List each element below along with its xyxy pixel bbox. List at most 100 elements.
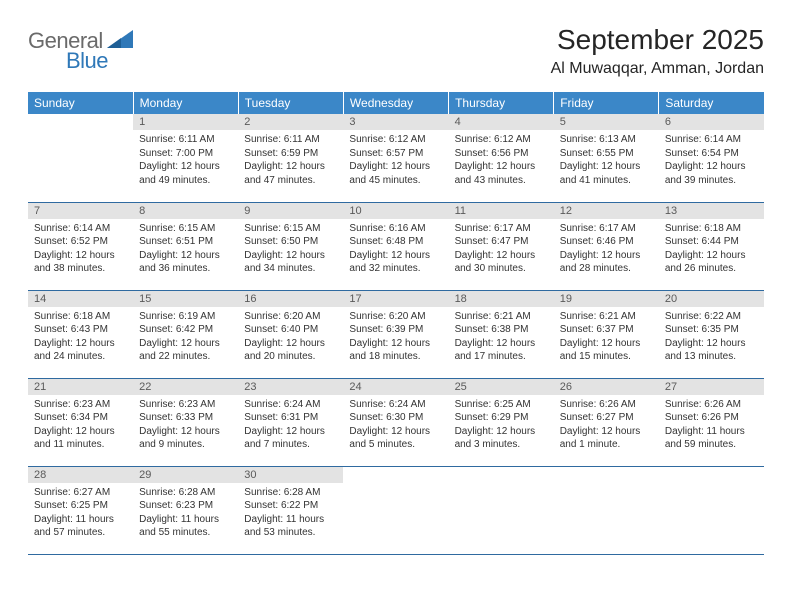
calendar-day-cell: 14Sunrise: 6:18 AMSunset: 6:43 PMDayligh…: [28, 290, 133, 378]
day-content: Sunrise: 6:26 AMSunset: 6:26 PMDaylight:…: [659, 395, 764, 456]
weekday-header: Thursday: [449, 92, 554, 114]
day-content: Sunrise: 6:15 AMSunset: 6:51 PMDaylight:…: [133, 219, 238, 280]
calendar-day-cell: 12Sunrise: 6:17 AMSunset: 6:46 PMDayligh…: [554, 202, 659, 290]
day-number: 7: [28, 203, 133, 219]
weekday-header: Wednesday: [343, 92, 448, 114]
day-number: 11: [449, 203, 554, 219]
calendar-day-cell: ..: [28, 114, 133, 202]
calendar-page: General Blue September 2025 Al Muwaqqar,…: [0, 0, 792, 579]
calendar-day-cell: 6Sunrise: 6:14 AMSunset: 6:54 PMDaylight…: [659, 114, 764, 202]
calendar-day-cell: 25Sunrise: 6:25 AMSunset: 6:29 PMDayligh…: [449, 378, 554, 466]
calendar-table: SundayMondayTuesdayWednesdayThursdayFrid…: [28, 92, 764, 555]
calendar-day-cell: ..: [449, 466, 554, 554]
calendar-day-cell: 19Sunrise: 6:21 AMSunset: 6:37 PMDayligh…: [554, 290, 659, 378]
calendar-day-cell: 7Sunrise: 6:14 AMSunset: 6:52 PMDaylight…: [28, 202, 133, 290]
calendar-day-cell: ..: [554, 466, 659, 554]
calendar-day-cell: 24Sunrise: 6:24 AMSunset: 6:30 PMDayligh…: [343, 378, 448, 466]
calendar-day-cell: 26Sunrise: 6:26 AMSunset: 6:27 PMDayligh…: [554, 378, 659, 466]
weekday-header: Saturday: [659, 92, 764, 114]
day-number: 17: [343, 291, 448, 307]
day-content: Sunrise: 6:27 AMSunset: 6:25 PMDaylight:…: [28, 483, 133, 544]
day-number: 20: [659, 291, 764, 307]
day-content: Sunrise: 6:11 AMSunset: 6:59 PMDaylight:…: [238, 130, 343, 191]
calendar-day-cell: 15Sunrise: 6:19 AMSunset: 6:42 PMDayligh…: [133, 290, 238, 378]
day-number: 18: [449, 291, 554, 307]
calendar-week-row: 28Sunrise: 6:27 AMSunset: 6:25 PMDayligh…: [28, 466, 764, 554]
calendar-day-cell: 4Sunrise: 6:12 AMSunset: 6:56 PMDaylight…: [449, 114, 554, 202]
calendar-day-cell: ..: [343, 466, 448, 554]
day-content: Sunrise: 6:13 AMSunset: 6:55 PMDaylight:…: [554, 130, 659, 191]
day-number: 24: [343, 379, 448, 395]
month-title: September 2025: [551, 24, 764, 56]
day-content: Sunrise: 6:14 AMSunset: 6:54 PMDaylight:…: [659, 130, 764, 191]
day-number: 9: [238, 203, 343, 219]
day-content: Sunrise: 6:26 AMSunset: 6:27 PMDaylight:…: [554, 395, 659, 456]
day-number: 1: [133, 114, 238, 130]
calendar-day-cell: 22Sunrise: 6:23 AMSunset: 6:33 PMDayligh…: [133, 378, 238, 466]
day-number: 29: [133, 467, 238, 483]
logo-triangle-icon: [107, 30, 133, 53]
header: General Blue September 2025 Al Muwaqqar,…: [28, 24, 764, 78]
day-number: 5: [554, 114, 659, 130]
calendar-week-row: 14Sunrise: 6:18 AMSunset: 6:43 PMDayligh…: [28, 290, 764, 378]
day-content: Sunrise: 6:21 AMSunset: 6:38 PMDaylight:…: [449, 307, 554, 368]
logo: General Blue: [28, 28, 133, 74]
weekday-header: Sunday: [28, 92, 133, 114]
day-content: Sunrise: 6:18 AMSunset: 6:44 PMDaylight:…: [659, 219, 764, 280]
day-content: Sunrise: 6:28 AMSunset: 6:23 PMDaylight:…: [133, 483, 238, 544]
calendar-day-cell: 18Sunrise: 6:21 AMSunset: 6:38 PMDayligh…: [449, 290, 554, 378]
day-number: 13: [659, 203, 764, 219]
day-content: Sunrise: 6:19 AMSunset: 6:42 PMDaylight:…: [133, 307, 238, 368]
day-content: Sunrise: 6:23 AMSunset: 6:34 PMDaylight:…: [28, 395, 133, 456]
calendar-day-cell: 30Sunrise: 6:28 AMSunset: 6:22 PMDayligh…: [238, 466, 343, 554]
calendar-day-cell: 17Sunrise: 6:20 AMSunset: 6:39 PMDayligh…: [343, 290, 448, 378]
day-number: 2: [238, 114, 343, 130]
calendar-header-row: SundayMondayTuesdayWednesdayThursdayFrid…: [28, 92, 764, 114]
day-content: Sunrise: 6:21 AMSunset: 6:37 PMDaylight:…: [554, 307, 659, 368]
day-number: 15: [133, 291, 238, 307]
day-number: 8: [133, 203, 238, 219]
title-block: September 2025 Al Muwaqqar, Amman, Jorda…: [551, 24, 764, 78]
day-content: Sunrise: 6:20 AMSunset: 6:40 PMDaylight:…: [238, 307, 343, 368]
location: Al Muwaqqar, Amman, Jordan: [551, 60, 764, 78]
calendar-day-cell: 8Sunrise: 6:15 AMSunset: 6:51 PMDaylight…: [133, 202, 238, 290]
calendar-day-cell: 5Sunrise: 6:13 AMSunset: 6:55 PMDaylight…: [554, 114, 659, 202]
calendar-day-cell: 27Sunrise: 6:26 AMSunset: 6:26 PMDayligh…: [659, 378, 764, 466]
day-content: Sunrise: 6:11 AMSunset: 7:00 PMDaylight:…: [133, 130, 238, 191]
day-content: Sunrise: 6:12 AMSunset: 6:56 PMDaylight:…: [449, 130, 554, 191]
calendar-week-row: 7Sunrise: 6:14 AMSunset: 6:52 PMDaylight…: [28, 202, 764, 290]
calendar-day-cell: ..: [659, 466, 764, 554]
calendar-day-cell: 29Sunrise: 6:28 AMSunset: 6:23 PMDayligh…: [133, 466, 238, 554]
day-number: 16: [238, 291, 343, 307]
weekday-header: Friday: [554, 92, 659, 114]
weekday-header: Monday: [133, 92, 238, 114]
day-number: 19: [554, 291, 659, 307]
day-number: 3: [343, 114, 448, 130]
day-number: 12: [554, 203, 659, 219]
calendar-week-row: 21Sunrise: 6:23 AMSunset: 6:34 PMDayligh…: [28, 378, 764, 466]
day-content: Sunrise: 6:17 AMSunset: 6:46 PMDaylight:…: [554, 219, 659, 280]
day-content: Sunrise: 6:16 AMSunset: 6:48 PMDaylight:…: [343, 219, 448, 280]
calendar-day-cell: 2Sunrise: 6:11 AMSunset: 6:59 PMDaylight…: [238, 114, 343, 202]
day-number: 4: [449, 114, 554, 130]
day-number: 10: [343, 203, 448, 219]
day-number: 27: [659, 379, 764, 395]
calendar-day-cell: 20Sunrise: 6:22 AMSunset: 6:35 PMDayligh…: [659, 290, 764, 378]
day-number: 6: [659, 114, 764, 130]
day-content: Sunrise: 6:28 AMSunset: 6:22 PMDaylight:…: [238, 483, 343, 544]
day-content: Sunrise: 6:24 AMSunset: 6:31 PMDaylight:…: [238, 395, 343, 456]
calendar-day-cell: 10Sunrise: 6:16 AMSunset: 6:48 PMDayligh…: [343, 202, 448, 290]
calendar-day-cell: 11Sunrise: 6:17 AMSunset: 6:47 PMDayligh…: [449, 202, 554, 290]
calendar-body: ..1Sunrise: 6:11 AMSunset: 7:00 PMDaylig…: [28, 114, 764, 554]
day-content: Sunrise: 6:23 AMSunset: 6:33 PMDaylight:…: [133, 395, 238, 456]
day-content: Sunrise: 6:12 AMSunset: 6:57 PMDaylight:…: [343, 130, 448, 191]
day-content: Sunrise: 6:18 AMSunset: 6:43 PMDaylight:…: [28, 307, 133, 368]
logo-text-blue: Blue: [66, 48, 108, 74]
day-number: 28: [28, 467, 133, 483]
day-number: 14: [28, 291, 133, 307]
calendar-day-cell: 23Sunrise: 6:24 AMSunset: 6:31 PMDayligh…: [238, 378, 343, 466]
calendar-week-row: ..1Sunrise: 6:11 AMSunset: 7:00 PMDaylig…: [28, 114, 764, 202]
calendar-day-cell: 3Sunrise: 6:12 AMSunset: 6:57 PMDaylight…: [343, 114, 448, 202]
calendar-day-cell: 28Sunrise: 6:27 AMSunset: 6:25 PMDayligh…: [28, 466, 133, 554]
calendar-day-cell: 9Sunrise: 6:15 AMSunset: 6:50 PMDaylight…: [238, 202, 343, 290]
